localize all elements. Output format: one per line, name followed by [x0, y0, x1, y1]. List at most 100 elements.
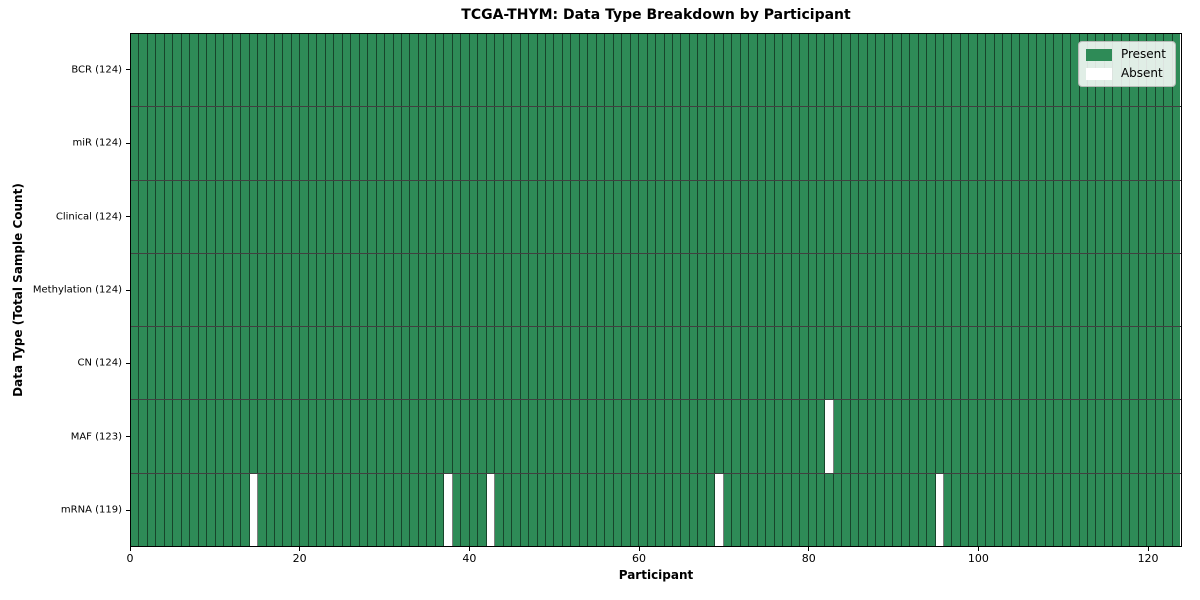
- matrix-cell: [1028, 180, 1038, 253]
- matrix-cell: [1155, 107, 1165, 180]
- matrix-cell: [783, 473, 792, 546]
- matrix-cell: [681, 400, 690, 473]
- matrix-cell: [554, 180, 563, 253]
- matrix-cell: [402, 180, 411, 253]
- matrix-cell: [512, 180, 521, 253]
- matrix-cell: [622, 473, 631, 546]
- y-tick-mark: [126, 69, 130, 71]
- matrix-cell: [1020, 180, 1029, 253]
- matrix-cell: [774, 327, 784, 400]
- matrix-cell: [181, 34, 191, 107]
- matrix-cell: [537, 34, 546, 107]
- matrix-cell: [918, 473, 928, 546]
- matrix-cell: [816, 180, 826, 253]
- matrix-cell: [308, 400, 318, 473]
- matrix-cell: [452, 400, 462, 473]
- matrix-cell: [833, 327, 843, 400]
- matrix-cell: [783, 180, 792, 253]
- matrix-cell: [1071, 327, 1080, 400]
- matrix-cell: [241, 34, 250, 107]
- matrix-cell: [418, 180, 428, 253]
- matrix-cell: [537, 180, 546, 253]
- matrix-cell: [461, 327, 470, 400]
- matrix-cell: [164, 253, 174, 327]
- matrix-cell: [588, 327, 597, 400]
- y-tick-mark: [126, 142, 130, 144]
- matrix-cell: [385, 253, 394, 327]
- matrix-cell: [749, 180, 758, 253]
- matrix-cell: [927, 253, 936, 327]
- matrix-cell: [190, 107, 199, 180]
- matrix-cell: [757, 34, 767, 107]
- matrix-cell: [402, 327, 411, 400]
- matrix-cell: [418, 34, 428, 107]
- matrix-cell: [554, 107, 563, 180]
- matrix-cell: [317, 327, 326, 400]
- matrix-cell: [808, 253, 817, 327]
- matrix-cell: [393, 400, 402, 473]
- matrix-cell: [681, 107, 690, 180]
- matrix-cell: [1138, 473, 1148, 546]
- matrix-cell: [1079, 327, 1088, 400]
- matrix-cell: [435, 180, 445, 253]
- matrix-cell: [520, 107, 530, 180]
- matrix-cell: [156, 34, 165, 107]
- matrix-cell: [757, 253, 767, 327]
- matrix-cell: [181, 327, 191, 400]
- matrix-cell: [681, 327, 690, 400]
- matrix-cell: [723, 400, 733, 473]
- matrix-cell: [164, 400, 174, 473]
- matrix-cell: [630, 180, 640, 253]
- matrix-cell: [258, 400, 267, 473]
- matrix-cell: [969, 400, 978, 473]
- matrix-cell: [452, 473, 462, 546]
- matrix-cell: [495, 34, 504, 107]
- matrix-cell: [689, 327, 699, 400]
- matrix-cell: [1020, 400, 1029, 473]
- matrix-cell: [461, 473, 470, 546]
- matrix-cell: [376, 253, 386, 327]
- matrix-cell: [503, 327, 513, 400]
- matrix-cell: [334, 107, 343, 180]
- matrix-cell: [571, 327, 580, 400]
- matrix-cell: [435, 473, 445, 546]
- matrix-cell: [1113, 180, 1122, 253]
- matrix-cell: [715, 473, 724, 546]
- matrix-cell: [689, 34, 699, 107]
- matrix-cell: [825, 253, 834, 327]
- matrix-cell: [545, 34, 555, 107]
- matrix-cell: [147, 180, 157, 253]
- matrix-cell: [478, 253, 487, 327]
- matrix-cell: [418, 253, 428, 327]
- matrix-cell: [545, 327, 555, 400]
- matrix-cell: [266, 253, 275, 327]
- matrix-cell: [537, 473, 546, 546]
- matrix-cell: [639, 180, 648, 253]
- matrix-cell: [427, 34, 436, 107]
- matrix-cell: [571, 400, 580, 473]
- matrix-cell: [1113, 400, 1122, 473]
- matrix-cell: [325, 473, 335, 546]
- matrix-cell: [740, 400, 750, 473]
- matrix-cell: [596, 473, 606, 546]
- matrix-cell: [190, 180, 199, 253]
- matrix-cell: [308, 473, 318, 546]
- matrix-cell: [1104, 253, 1114, 327]
- matrix-cell: [249, 253, 259, 327]
- matrix-cell: [241, 107, 250, 180]
- matrix-cell: [800, 473, 809, 546]
- legend: Present Absent: [1077, 41, 1176, 87]
- matrix-cell: [486, 327, 496, 400]
- matrix-cell: [478, 34, 487, 107]
- matrix-cell: [512, 34, 521, 107]
- matrix-cell: [300, 107, 309, 180]
- matrix-cell: [960, 327, 970, 400]
- matrix-cell: [368, 473, 377, 546]
- matrix-cell: [1054, 107, 1063, 180]
- matrix-cell: [402, 253, 411, 327]
- matrix-cell: [859, 327, 868, 400]
- matrix-cell: [215, 253, 225, 327]
- matrix-cell: [156, 327, 165, 400]
- matrix-cell: [689, 107, 699, 180]
- matrix-cell: [664, 107, 673, 180]
